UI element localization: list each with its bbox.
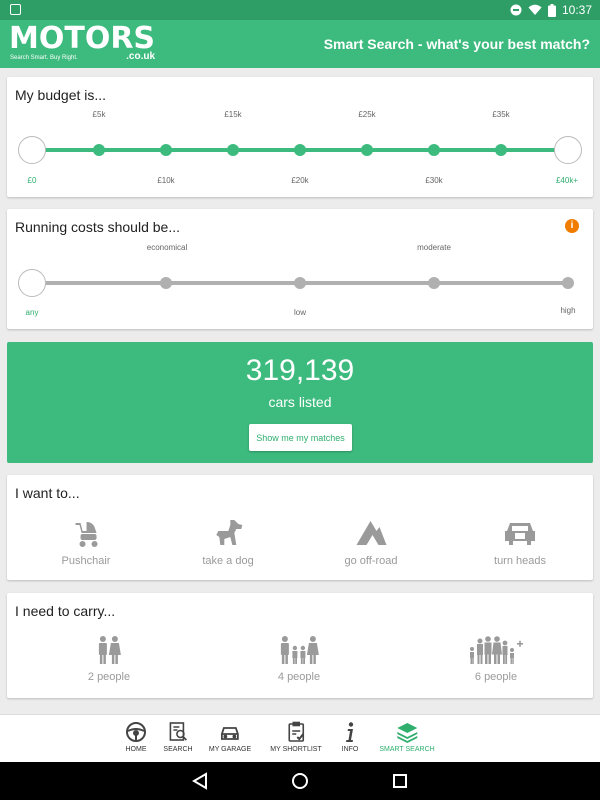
option-dog[interactable]: take a dog xyxy=(202,517,254,567)
info-badge-icon[interactable]: i xyxy=(565,219,579,233)
budget-step-dot[interactable] xyxy=(428,144,440,156)
search-doc-icon xyxy=(169,722,187,741)
running-costs-top-label: moderate xyxy=(417,243,451,252)
running-costs-bottom-label: any xyxy=(25,308,39,317)
running-costs-bottom-label: high xyxy=(560,306,576,315)
running-costs-bottom-label: low xyxy=(293,308,307,317)
logo-tagline: Search Smart. Buy Right. xyxy=(10,55,78,61)
status-time: 10:37 xyxy=(561,3,592,17)
nav-label: INFO xyxy=(341,746,359,753)
option-label: 4 people xyxy=(277,671,321,683)
running-costs-step-dot[interactable] xyxy=(562,277,574,289)
two-people-icon xyxy=(99,636,121,664)
option-pushchair[interactable]: Pushchair xyxy=(61,517,111,567)
page-title: Smart Search - what's your best match? xyxy=(323,36,590,52)
family-icon xyxy=(281,636,319,664)
budget-step-dot[interactable] xyxy=(361,144,373,156)
recents-icon[interactable] xyxy=(392,772,408,790)
want-to-title: I want to... xyxy=(15,485,80,501)
motors-logo[interactable]: MOTORS .co.uk Search Smart. Buy Right. xyxy=(9,21,156,63)
dog-icon xyxy=(216,520,242,545)
budget-step-dot[interactable] xyxy=(93,144,105,156)
app-bar: MOTORS .co.uk Search Smart. Buy Right. S… xyxy=(0,20,600,68)
listing-subtitle: cars listed xyxy=(268,394,332,410)
budget-bottom-label: £10k xyxy=(157,176,175,185)
budget-step-dot[interactable] xyxy=(227,144,239,156)
option-4-people[interactable]: 4 people xyxy=(278,635,320,683)
system-nav-bar xyxy=(0,762,600,800)
option-label: 6 people xyxy=(474,671,518,683)
budget-bottom-label: £40k+ xyxy=(555,176,579,185)
nav-info[interactable]: INFO xyxy=(339,721,361,753)
nav-label: SEARCH xyxy=(163,746,193,753)
home-circle-icon[interactable] xyxy=(291,772,309,790)
option-6-people[interactable]: 6 people xyxy=(467,635,525,683)
nav-label: HOME xyxy=(125,746,147,753)
luxury-car-icon xyxy=(504,523,535,545)
option-label: go off-road xyxy=(344,555,398,567)
running-costs-card: Running costs should be... i economical … xyxy=(7,209,593,329)
nav-label: MY GARAGE xyxy=(208,746,252,753)
budget-step-dot[interactable] xyxy=(294,144,306,156)
image-notification-icon xyxy=(10,4,21,15)
option-off-road[interactable]: go off-road xyxy=(344,517,398,567)
logo-suffix: .co.uk xyxy=(126,51,156,62)
budget-title: My budget is... xyxy=(15,87,107,103)
bottom-nav: HOME SEARCH MY GARAGE MY SHORTLIST INFO … xyxy=(0,714,600,762)
want-to-card: I want to... Pushchair take a dog go off… xyxy=(7,475,593,580)
nav-label: SMART SEARCH xyxy=(379,746,435,753)
carry-title: I need to carry... xyxy=(15,603,116,619)
layers-icon xyxy=(397,723,417,743)
status-bar: 10:37 xyxy=(0,0,600,20)
large-family-icon xyxy=(470,636,523,664)
running-costs-step-dot[interactable] xyxy=(294,277,306,289)
nav-my-shortlist[interactable]: MY SHORTLIST xyxy=(270,721,322,753)
running-costs-top-label: economical xyxy=(146,243,188,252)
option-turn-heads[interactable]: turn heads xyxy=(494,517,546,567)
mountain-icon xyxy=(355,521,386,545)
nav-label: MY SHORTLIST xyxy=(270,746,322,753)
budget-top-label: £15k xyxy=(224,110,242,119)
option-2-people[interactable]: 2 people xyxy=(88,635,130,683)
clipboard-icon xyxy=(288,721,304,742)
pushchair-icon xyxy=(75,521,98,547)
steering-wheel-icon xyxy=(126,722,146,742)
nav-home[interactable]: HOME xyxy=(125,721,147,753)
budget-card: My budget is... £5k £15k £25k £35k £0 £1… xyxy=(7,77,593,197)
budget-step-dot[interactable] xyxy=(160,144,172,156)
budget-bottom-label: £30k xyxy=(425,176,443,185)
info-icon xyxy=(346,722,354,742)
wifi-icon xyxy=(528,4,542,15)
running-costs-step-dot[interactable] xyxy=(160,277,172,289)
nav-my-garage[interactable]: MY GARAGE xyxy=(209,721,251,753)
car-icon xyxy=(221,727,239,740)
option-label: turn heads xyxy=(494,555,546,567)
option-label: 2 people xyxy=(87,671,131,683)
budget-step-dot[interactable] xyxy=(495,144,507,156)
running-costs-handle[interactable] xyxy=(18,269,46,297)
logo-word: MOTORS xyxy=(9,21,156,56)
listing-count-card: 319,139 cars listed Show me my matches xyxy=(7,342,593,463)
running-costs-step-dot[interactable] xyxy=(428,277,440,289)
budget-bottom-label: £20k xyxy=(291,176,309,185)
budget-top-label: £35k xyxy=(492,110,510,119)
option-label: Pushchair xyxy=(61,555,111,567)
budget-min-handle[interactable] xyxy=(18,136,46,164)
budget-top-label: £5k xyxy=(92,110,106,119)
show-matches-button[interactable]: Show me my matches xyxy=(249,424,352,451)
budget-bottom-label: £0 xyxy=(27,176,37,185)
listing-count: 319,139 xyxy=(245,354,355,387)
budget-top-label: £25k xyxy=(358,110,376,119)
battery-icon xyxy=(547,3,556,17)
back-icon[interactable] xyxy=(192,772,208,790)
nav-smart-search[interactable]: SMART SEARCH xyxy=(379,721,435,753)
do-not-disturb-icon xyxy=(510,4,522,16)
running-costs-title: Running costs should be... xyxy=(15,219,180,235)
option-label: take a dog xyxy=(202,555,254,567)
budget-max-handle[interactable] xyxy=(554,136,582,164)
nav-search[interactable]: SEARCH xyxy=(163,721,193,753)
carry-card: I need to carry... 2 people 4 people 6 p… xyxy=(7,593,593,698)
